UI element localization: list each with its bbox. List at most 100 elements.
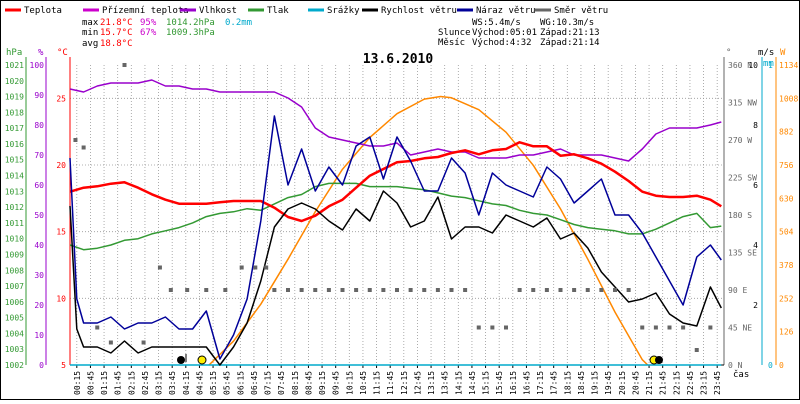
- tick-label-x: 12:45: [413, 371, 422, 395]
- tick-label-ms: 6: [753, 181, 758, 190]
- tick-label-pct: 50: [34, 211, 44, 220]
- tick-label-hpa: 1015: [5, 156, 24, 165]
- humidity-line: [69, 79, 722, 162]
- wind-direction-point: [681, 325, 686, 330]
- tick-label-pct: 20: [34, 301, 44, 310]
- tick-label-hpa: 1012: [5, 203, 24, 212]
- wind-direction-point: [168, 288, 173, 292]
- wind-direction-point: [449, 288, 454, 292]
- tick-label-pct: 0: [39, 361, 44, 370]
- wind-direction-point: [544, 288, 549, 292]
- pressure-line: [69, 182, 722, 251]
- tick-label-x: 21:45: [659, 371, 668, 395]
- legend-label: Vlhkost: [199, 6, 237, 16]
- wind-direction-point: [613, 288, 617, 292]
- wind-direction-point: [408, 288, 413, 292]
- temperature-line: [69, 141, 722, 223]
- tick-label-x: 11:15: [373, 371, 382, 395]
- legend-label: Přízemní teplota: [102, 6, 189, 16]
- tick-label-pct: 30: [34, 271, 44, 280]
- wind-direction-point: [531, 288, 536, 292]
- tick-label-ms: 8: [753, 121, 758, 130]
- wind-direction-point: [463, 288, 468, 292]
- tick-label-ms: 4: [753, 241, 758, 250]
- wind-direction-point: [253, 265, 258, 270]
- tick-label-x: 14:15: [454, 371, 463, 395]
- wind-direction-point: [708, 325, 713, 330]
- unit-degc: °C: [57, 48, 68, 58]
- tick-label-pct: 100: [30, 61, 45, 70]
- unit-pct: %: [38, 48, 44, 58]
- stats-avg-label: avg: [82, 39, 98, 49]
- wind-direction-point: [204, 288, 209, 292]
- tick-label-dir: 90 E: [728, 286, 747, 295]
- tick-label-x: 15:45: [495, 371, 504, 395]
- tick-label-hpa: 1010: [5, 235, 24, 244]
- tick-label-x: 14:45: [468, 371, 477, 395]
- wind-direction-point: [558, 288, 563, 292]
- tick-label-w: 630: [779, 194, 794, 203]
- tick-label-w: 1008: [779, 94, 798, 103]
- tick-label-x: 06:45: [250, 371, 259, 395]
- tick-label-pct: 10: [34, 331, 44, 340]
- tick-label-x: 10:15: [345, 371, 354, 395]
- tick-label-x: 00:15: [73, 371, 82, 395]
- tick-label-dir: 315 NW: [728, 99, 757, 108]
- wind-direction-point: [299, 288, 304, 292]
- tick-label-dir: 0 N: [728, 361, 743, 370]
- wind-direction-point: [239, 265, 244, 270]
- tick-label-hpa: 1021: [5, 61, 24, 70]
- wind-direction-point: [599, 288, 604, 292]
- wind-direction-point: [694, 348, 699, 352]
- wind-direction-point: [395, 288, 399, 292]
- solar-line: [208, 95, 649, 366]
- sun-moon-markers: [177, 354, 663, 365]
- stats-min-hum: 67%: [140, 28, 157, 38]
- stats-min-label: min: [82, 28, 98, 38]
- tick-label-w: 378: [779, 261, 794, 270]
- tick-label-w: 1134: [779, 61, 798, 70]
- astro-info: WS:5.4m/s WG:10.3m/s Slunce Východ:05:01…: [438, 18, 600, 48]
- tick-label-ms: 10: [748, 61, 758, 70]
- tick-label-x: 07:45: [277, 371, 286, 395]
- tick-label-x: 00:45: [86, 371, 95, 395]
- wind-direction-point: [354, 288, 359, 292]
- legend-label: Rychlost větru: [381, 6, 457, 16]
- tick-label-hpa: 1016: [5, 140, 24, 149]
- chart-title: 13.6.2010: [363, 52, 434, 67]
- tick-label-w: 252: [779, 294, 794, 303]
- tick-label-x: 17:45: [550, 371, 559, 395]
- unit-w: W: [780, 48, 786, 58]
- wind-wg: WG:10.3m/s: [540, 18, 594, 28]
- tick-label-hpa: 1004: [5, 329, 24, 338]
- tick-label-x: 11:45: [386, 371, 395, 395]
- tick-label-hpa: 1006: [5, 298, 24, 307]
- tick-label-x: 05:45: [223, 371, 232, 395]
- wind-direction-point: [640, 325, 645, 330]
- unit-ms: m/s: [758, 48, 774, 58]
- x-axis-label: čas: [733, 369, 749, 380]
- wind-direction-point: [490, 325, 495, 330]
- tick-label-hpa: 1014: [5, 172, 24, 181]
- stats-max-label: max: [82, 18, 99, 28]
- wind-direction-point: [122, 63, 127, 67]
- wind-direction-point: [272, 288, 277, 292]
- tick-label-hpa: 1005: [5, 314, 24, 323]
- tick-label-x: 21:15: [645, 371, 654, 395]
- wind-speed-line: [69, 190, 722, 366]
- wind-direction-point: [504, 325, 508, 330]
- moon-label: Měsíc: [438, 38, 465, 48]
- wind-direction-point: [517, 288, 522, 292]
- tick-label-pct: 90: [34, 91, 44, 100]
- tick-label-degc: 5: [61, 361, 66, 370]
- wind-direction-point: [223, 288, 228, 292]
- tick-label-hpa: 1009: [5, 250, 24, 259]
- tick-label-degc: 25: [56, 94, 66, 103]
- tick-label-w: 504: [779, 228, 794, 237]
- tick-label-x: 23:15: [700, 371, 709, 395]
- tick-label-hpa: 1020: [5, 77, 24, 86]
- wind-direction-point: [108, 340, 113, 345]
- series-layer: [69, 63, 722, 366]
